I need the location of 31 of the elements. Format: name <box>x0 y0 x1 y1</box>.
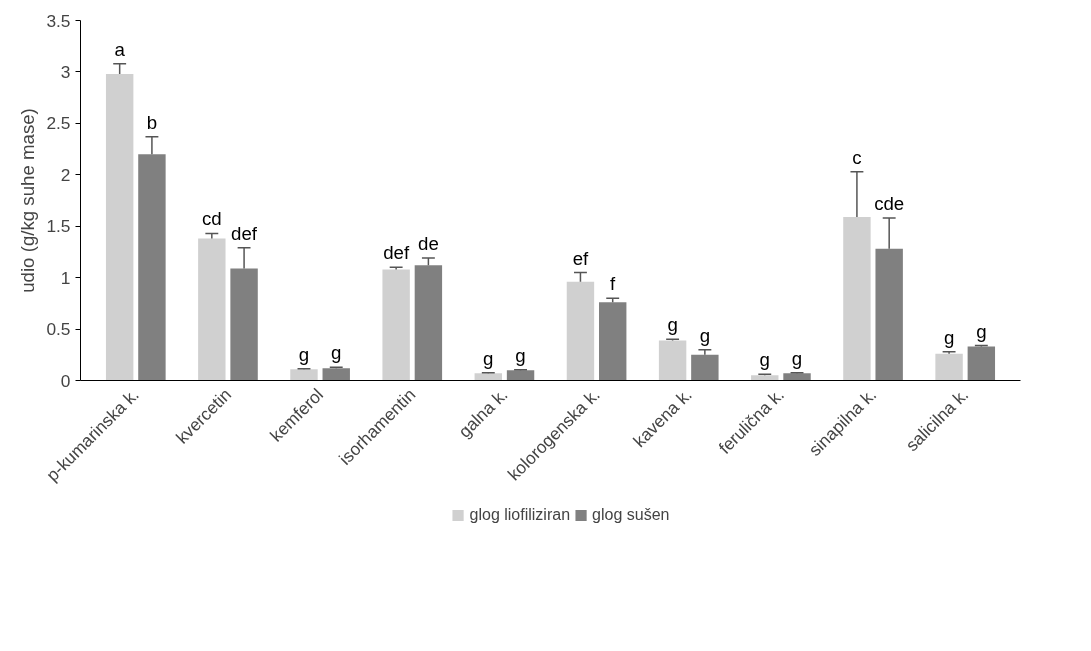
y-axis-title: udio (g/kg suhe mase) <box>17 108 39 293</box>
data-label: ef <box>572 247 590 269</box>
data-label: g <box>515 344 526 366</box>
y-tick-label: 1.5 <box>46 216 71 237</box>
data-label: g <box>667 314 678 336</box>
data-label: cde <box>874 192 905 214</box>
data-label: g <box>331 342 342 364</box>
data-label: g <box>759 349 770 371</box>
data-label: b <box>146 111 158 133</box>
data-label: g <box>791 347 803 369</box>
data-label: f <box>610 273 617 295</box>
data-label: de <box>418 233 439 255</box>
y-tick-label: 2.5 <box>46 113 71 134</box>
legend-label: glog liofiliziran <box>469 506 571 524</box>
data-label: g <box>298 343 310 365</box>
data-label: g <box>483 347 494 369</box>
data-label: def <box>383 242 410 264</box>
y-tick-label: 2 <box>60 164 71 185</box>
y-tick-label: 3 <box>60 61 71 82</box>
data-label: g <box>699 324 711 346</box>
data-label: g <box>976 320 987 342</box>
y-tick-label: 0.5 <box>46 319 71 340</box>
data-label: cd <box>201 208 222 230</box>
data-label: g <box>943 326 955 348</box>
y-tick-label: 0 <box>60 370 71 391</box>
data-label: c <box>852 146 862 168</box>
y-tick-label: 1 <box>60 267 71 288</box>
data-label: a <box>114 38 126 60</box>
y-tick-label: 3.5 <box>46 10 71 31</box>
data-label: def <box>231 222 258 244</box>
legend-label: glog sušen <box>592 506 670 524</box>
